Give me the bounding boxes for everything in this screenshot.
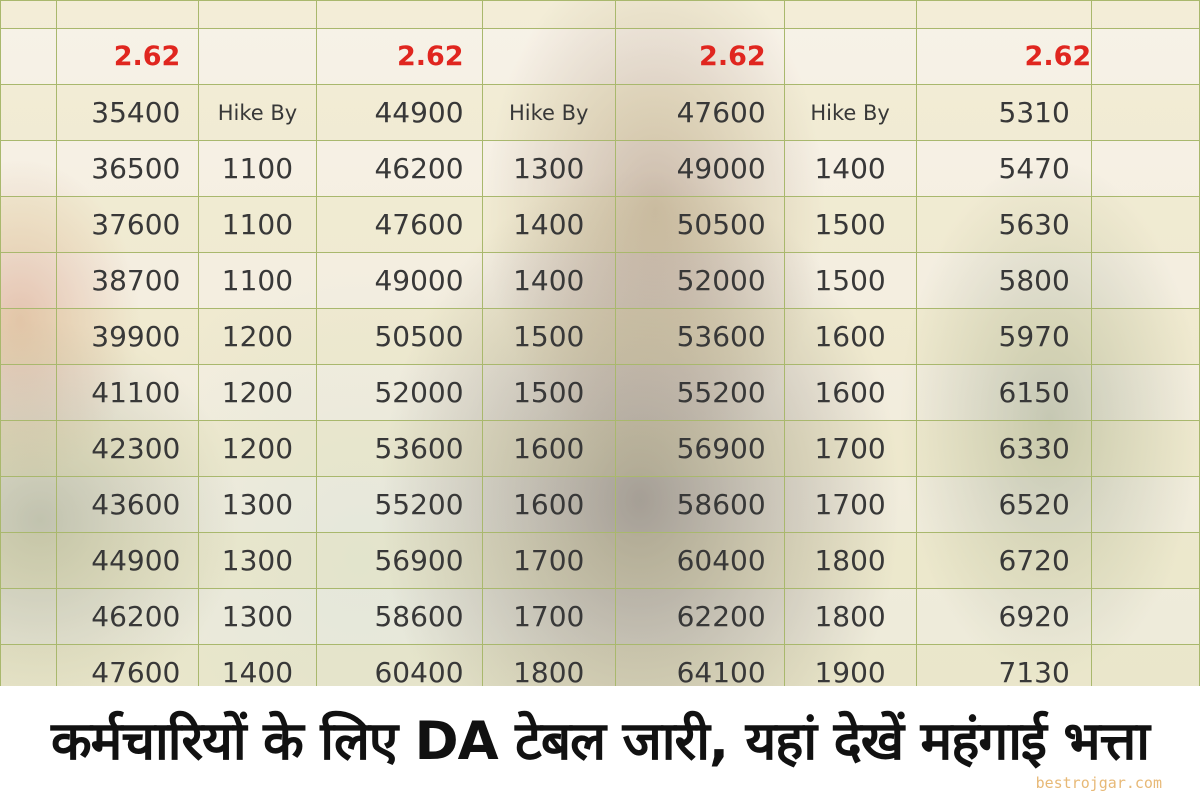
table-row: 42300 1200 53600 1600 56900 1700 6330 [0,420,1200,477]
pay-cell: 5970 [915,308,1093,365]
table-row: 43600 1300 55200 1600 58600 1700 6520 [0,476,1200,533]
hike-cell: 1600 [481,476,616,533]
pay-cell: 6920 [915,588,1093,645]
pay-cell: 53600 [614,308,785,365]
hike-cell: 1300 [481,140,616,197]
hike-cell: 1800 [783,532,917,589]
pay-cell: 44900 [56,532,200,589]
table-row: 44900 1300 56900 1700 60400 1800 6720 [0,532,1200,589]
table-row: 37600 1100 47600 1400 50500 1500 5630 [0,196,1200,253]
pay-cell: 5630 [915,196,1093,253]
headline-band [0,686,1200,800]
hike-cell: 1700 [481,588,616,645]
hike-cell: 1100 [198,196,317,253]
pay-cell: 53600 [315,420,483,477]
pay-cell: 52000 [315,364,483,421]
pay-cell: 37600 [56,196,200,253]
hike-cell: 1200 [198,364,317,421]
hike-cell: 1500 [783,252,917,309]
table-row: 41100 1200 52000 1500 55200 1600 6150 [0,364,1200,421]
pay-cell: 5310 [915,84,1093,141]
pay-cell: 41100 [56,364,200,421]
pay-cell: 46200 [315,140,483,197]
hike-cell: 1400 [783,140,917,197]
hike-cell: 1500 [481,308,616,365]
hike-cell: 1100 [198,140,317,197]
factor-cell: 2.62 [915,28,1093,85]
pay-cell: 43600 [56,476,200,533]
pay-cell: 47600 [614,84,785,141]
hike-cell: 1700 [481,532,616,589]
pay-cell: 44900 [315,84,483,141]
pay-cell: 5470 [915,140,1093,197]
hike-cell: 1400 [481,196,616,253]
pay-cell: 39900 [56,308,200,365]
table-row: 35400 Hike By 44900 Hike By 47600 Hike B… [0,84,1200,141]
pay-matrix-table: 2.62 2.62 2.62 2.62 35400 Hike By 44900 … [0,0,1200,701]
pay-cell: 52000 [614,252,785,309]
factor-row: 2.62 2.62 2.62 2.62 [0,28,1200,85]
hike-cell: 1800 [783,588,917,645]
factor-cell: 2.62 [56,28,200,85]
hike-cell: 1200 [198,420,317,477]
pay-cell: 49000 [315,252,483,309]
pay-cell: 50500 [315,308,483,365]
hike-cell: 1500 [783,196,917,253]
pay-cell: 6520 [915,476,1093,533]
hike-by-label: Hike By [481,84,616,141]
hike-cell: 1600 [481,420,616,477]
pay-cell: 35400 [56,84,200,141]
hike-cell: 1300 [198,588,317,645]
hike-cell: 1400 [481,252,616,309]
hike-cell: 1300 [198,532,317,589]
pay-cell: 6150 [915,364,1093,421]
headline: कर्मचारियों के लिए DA टेबल जारी, यहां दे… [50,711,1150,772]
factor-cell: 2.62 [315,28,483,85]
pay-cell: 49000 [614,140,785,197]
pay-cell: 46200 [56,588,200,645]
hike-cell: 1600 [783,364,917,421]
pay-cell: 55200 [315,476,483,533]
pay-cell: 6330 [915,420,1093,477]
pay-cell: 60400 [614,532,785,589]
table-row: 36500 1100 46200 1300 49000 1400 5470 [0,140,1200,197]
table-row: 46200 1300 58600 1700 62200 1800 6920 [0,588,1200,645]
hike-cell: 1300 [198,476,317,533]
pay-cell: 5800 [915,252,1093,309]
table-row: 39900 1200 50500 1500 53600 1600 5970 [0,308,1200,365]
hike-by-label: Hike By [783,84,917,141]
pay-cell: 55200 [614,364,785,421]
factor-cell: 2.62 [614,28,785,85]
pay-cell: 6720 [915,532,1093,589]
hike-cell: 1500 [481,364,616,421]
pay-cell: 47600 [315,196,483,253]
hike-cell: 1100 [198,252,317,309]
hike-cell: 1200 [198,308,317,365]
pay-cell: 56900 [614,420,785,477]
pay-cell: 58600 [315,588,483,645]
pay-cell: 56900 [315,532,483,589]
pay-cell: 42300 [56,420,200,477]
pay-cell: 62200 [614,588,785,645]
pay-cell: 38700 [56,252,200,309]
hike-cell: 1600 [783,308,917,365]
site-watermark: bestrojgar.com [1035,774,1162,792]
table-row [0,0,1200,29]
table-row: 38700 1100 49000 1400 52000 1500 5800 [0,252,1200,309]
pay-cell: 50500 [614,196,785,253]
pay-cell: 36500 [56,140,200,197]
hike-by-label: Hike By [198,84,317,141]
hike-cell: 1700 [783,420,917,477]
hike-cell: 1700 [783,476,917,533]
pay-cell: 58600 [614,476,785,533]
